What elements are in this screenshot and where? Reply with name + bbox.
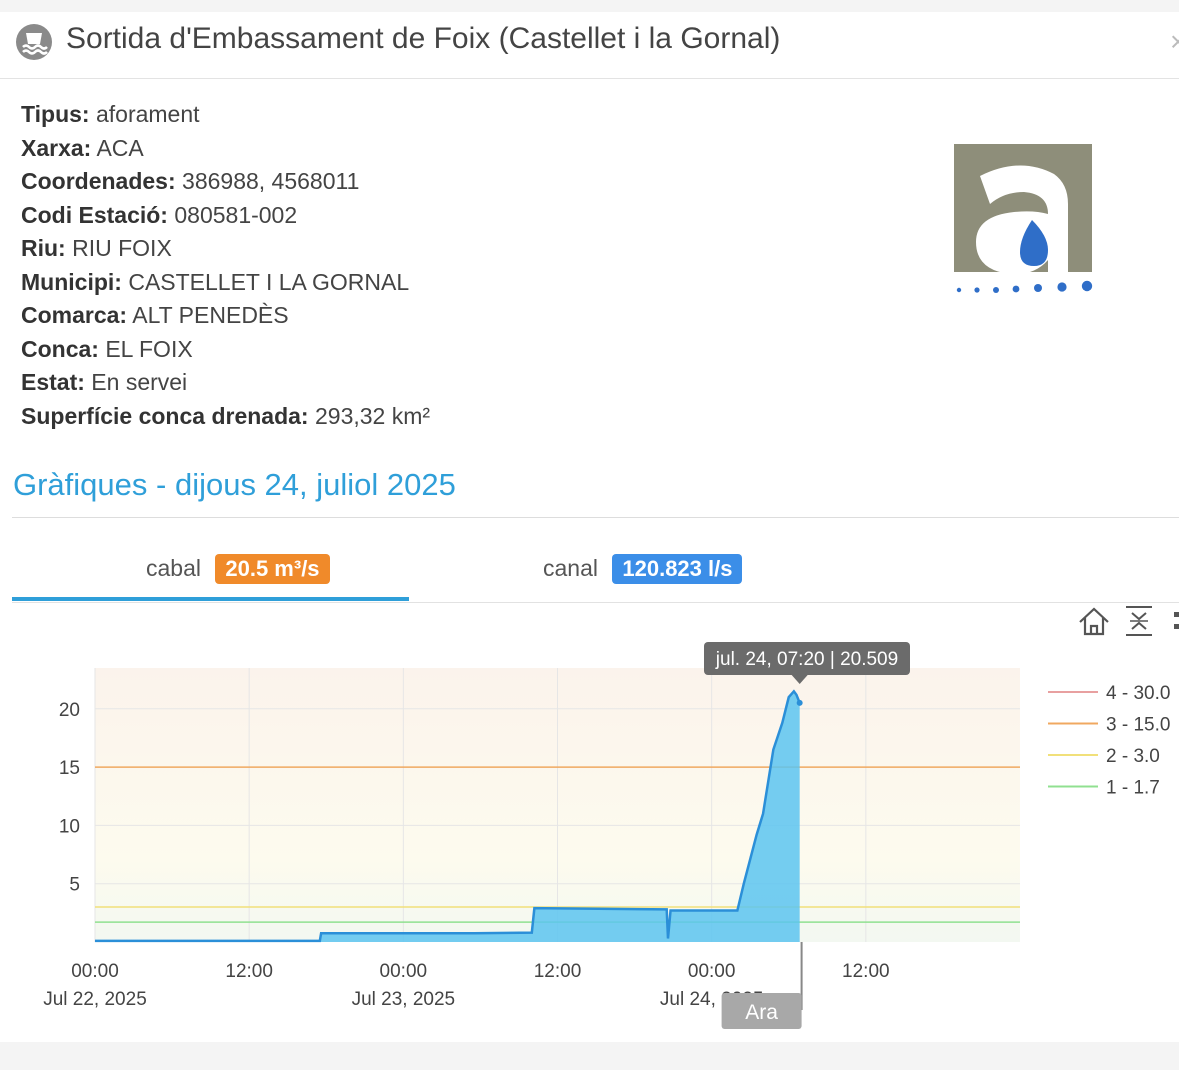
info-value: EL FOIX xyxy=(105,335,193,362)
info-label: Estat: xyxy=(21,369,85,395)
info-label: Municipi: xyxy=(21,268,122,295)
info-label: Conca: xyxy=(21,335,99,362)
tab-canal-badge: 120.823 l/s xyxy=(612,554,743,584)
more-icon[interactable] xyxy=(1174,612,1179,629)
dam-water-icon xyxy=(16,24,52,60)
tab-cabal-badge: 20.5 m³/s xyxy=(215,554,330,584)
info-value: aforament xyxy=(95,101,200,127)
info-label: Xarxa: xyxy=(21,134,92,161)
info-row: Coordenades: 386988, 4568011 xyxy=(21,165,430,199)
section-title: Gràfiques - dijous 24, juliol 2025 xyxy=(13,467,456,502)
section-divider xyxy=(12,517,1179,518)
station-info: Tipus: aforament Xarxa: ACA Coordenades: 3… xyxy=(21,98,430,433)
tab-cabal[interactable]: cabal 20.5 m³/s xyxy=(146,554,330,606)
close-icon[interactable]: × xyxy=(1170,26,1179,57)
tabs-bar: cabal 20.5 m³/s canal 120.823 l/s xyxy=(12,548,1179,603)
panel-header: Sortida d'Embassament de Foix (Castellet… xyxy=(0,12,1179,79)
info-row: Municipi: CASTELLET I LA GORNAL xyxy=(21,266,430,300)
station-panel: Sortida d'Embassament de Foix (Castellet… xyxy=(0,12,1179,1042)
info-row: Conca: EL FOIX xyxy=(21,333,430,367)
info-row: Comarca: ALT PENEDÈS xyxy=(21,299,430,333)
info-value: En servei xyxy=(91,369,188,395)
info-row: Codi Estació: 080581-002 xyxy=(21,199,430,233)
info-value: ACA xyxy=(96,134,144,161)
info-row: Estat: En servei xyxy=(21,366,430,400)
info-value: 080581-002 xyxy=(174,201,298,228)
aca-logo xyxy=(950,142,1100,307)
active-tab-indicator xyxy=(12,597,409,601)
tab-canal-label: canal xyxy=(543,555,598,581)
info-row: Riu: RIU FOIX xyxy=(21,232,430,266)
info-label: Coordenades: xyxy=(21,168,176,194)
info-label: Superfície conca drenada: xyxy=(21,402,309,429)
info-row: Xarxa: ACA xyxy=(21,132,430,166)
info-value: CASTELLET I LA GORNAL xyxy=(128,268,410,295)
info-value: 293,32 km² xyxy=(314,402,431,429)
info-label: Riu: xyxy=(21,235,66,261)
page-title: Sortida d'Embassament de Foix (Castellet… xyxy=(66,22,781,55)
home-icon[interactable] xyxy=(1079,607,1109,636)
info-label: Comarca: xyxy=(21,302,128,328)
info-value: RIU FOIX xyxy=(72,235,172,261)
chart-toolbar xyxy=(1076,602,1179,647)
info-label: Codi Estació: xyxy=(21,201,168,228)
zoom-fit-icon[interactable] xyxy=(1126,606,1152,636)
info-label: Tipus: xyxy=(21,101,90,127)
info-row: Superfície conca drenada: 293,32 km² xyxy=(21,400,430,434)
info-value: ALT PENEDÈS xyxy=(132,302,289,328)
tab-cabal-label: cabal xyxy=(146,555,201,581)
tab-canal[interactable]: canal 120.823 l/s xyxy=(543,554,743,606)
info-value: 386988, 4568011 xyxy=(182,168,360,194)
info-row: Tipus: aforament xyxy=(21,98,430,132)
